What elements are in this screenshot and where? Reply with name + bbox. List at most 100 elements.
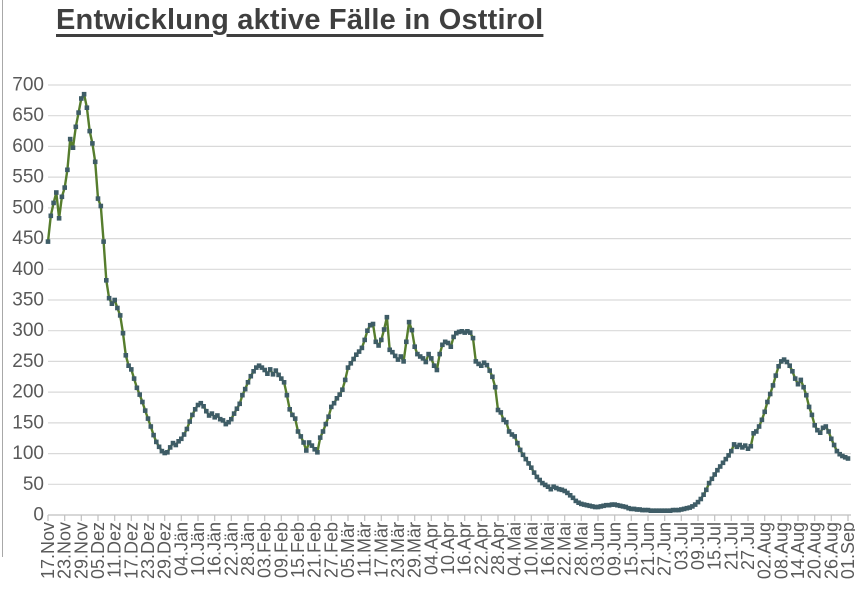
- data-point-marker: [604, 502, 609, 508]
- data-point-marker: [615, 502, 620, 508]
- data-point-marker: [254, 365, 259, 370]
- data-point-marker: [756, 424, 762, 429]
- data-point-marker: [481, 360, 487, 365]
- data-point-marker: [587, 503, 592, 509]
- data-point-marker: [359, 345, 365, 351]
- y-tick-label: 400: [12, 259, 44, 280]
- x-tick-label: 14.Aug: [788, 522, 808, 579]
- data-point-marker: [679, 507, 684, 512]
- data-point-marker: [820, 425, 826, 431]
- data-point-marker: [559, 487, 565, 493]
- data-point-marker: [515, 440, 520, 446]
- data-point-marker: [798, 377, 804, 383]
- data-point-marker: [806, 404, 812, 410]
- data-point-marker: [434, 367, 440, 373]
- data-point-marker: [354, 352, 359, 357]
- data-point-marker: [409, 327, 415, 333]
- y-tick-label: 200: [12, 382, 44, 403]
- data-point-marker: [767, 391, 773, 397]
- x-tick-label: 04.Jän: [171, 522, 191, 576]
- data-point-marker: [540, 480, 545, 486]
- data-point-marker: [573, 498, 579, 504]
- data-point-marker: [590, 504, 595, 509]
- data-point-marker: [445, 340, 451, 346]
- data-point-marker: [415, 351, 420, 357]
- data-point-marker: [315, 450, 320, 455]
- data-point-marker: [59, 194, 65, 200]
- data-point-marker: [342, 377, 348, 383]
- data-point-marker: [162, 450, 167, 456]
- data-point-marker: [795, 381, 801, 387]
- data-point-marker: [754, 429, 759, 434]
- x-tick-label: 21.Jun: [638, 522, 658, 576]
- data-point-marker: [437, 351, 442, 357]
- data-point-marker: [406, 319, 412, 325]
- x-tick-label: 26.Aug: [821, 522, 841, 579]
- data-point-marker: [704, 487, 709, 493]
- data-point-marker: [701, 492, 706, 497]
- data-point-marker: [804, 392, 809, 398]
- data-point-marker: [115, 305, 120, 311]
- data-point-marker: [362, 337, 367, 343]
- data-point-marker: [809, 412, 815, 418]
- data-point-marker: [690, 504, 695, 509]
- data-point-marker: [629, 506, 634, 512]
- data-point-marker: [317, 435, 323, 440]
- data-point-marker: [309, 443, 315, 448]
- data-point-marker: [56, 216, 62, 221]
- data-point-marker: [665, 508, 670, 513]
- data-point-marker: [273, 368, 279, 373]
- data-point-marker: [231, 411, 237, 416]
- data-point-marker: [165, 450, 170, 455]
- data-point-marker: [229, 416, 234, 422]
- data-point-marker: [329, 404, 334, 410]
- x-tick-label: 15.Jul: [705, 522, 725, 570]
- data-point-marker: [531, 470, 537, 475]
- data-point-marker: [412, 344, 417, 349]
- data-point-marker: [267, 367, 273, 372]
- data-point-marker: [687, 505, 692, 510]
- x-tick-label: 22.Apr: [471, 522, 491, 575]
- data-point-marker: [423, 359, 429, 365]
- data-point-marker: [606, 502, 612, 508]
- data-point-marker: [723, 456, 729, 462]
- data-point-marker: [662, 508, 667, 513]
- data-point-marker: [476, 361, 481, 367]
- data-point-marker: [598, 504, 604, 509]
- data-point-marker: [245, 380, 251, 385]
- data-point-marker: [829, 436, 834, 442]
- data-point-marker: [556, 486, 562, 492]
- data-point-marker: [395, 357, 401, 362]
- data-point-marker: [817, 430, 823, 435]
- data-point-marker: [270, 372, 276, 377]
- y-tick-label: 300: [12, 320, 44, 341]
- data-point-marker: [120, 330, 126, 336]
- data-point-marker: [54, 190, 59, 195]
- x-tick-label: 11.Dez: [105, 522, 125, 578]
- data-point-marker: [256, 363, 262, 368]
- data-point-marker: [479, 363, 484, 368]
- x-tick-label: 21.Jul: [721, 522, 741, 570]
- data-point-marker: [581, 502, 587, 507]
- data-point-marker: [823, 424, 829, 429]
- data-point-marker: [156, 444, 162, 450]
- x-tick-label: 15.Feb: [288, 522, 308, 578]
- data-point-marker: [484, 362, 490, 368]
- x-tick-label: 04.Apr: [421, 522, 441, 575]
- data-point-marker: [109, 301, 115, 306]
- data-point-marker: [673, 507, 679, 513]
- data-point-marker: [529, 465, 534, 470]
- data-point-marker: [548, 486, 554, 492]
- data-point-marker: [298, 434, 304, 439]
- data-point-marker: [154, 439, 159, 445]
- data-point-marker: [51, 200, 56, 206]
- data-point-marker: [117, 313, 123, 318]
- x-tick-label: 28.Apr: [488, 522, 508, 575]
- data-point-marker: [681, 506, 687, 512]
- data-point-marker: [251, 369, 256, 374]
- data-point-marker: [787, 363, 792, 368]
- data-point-marker: [773, 373, 779, 378]
- data-point-marker: [215, 413, 220, 418]
